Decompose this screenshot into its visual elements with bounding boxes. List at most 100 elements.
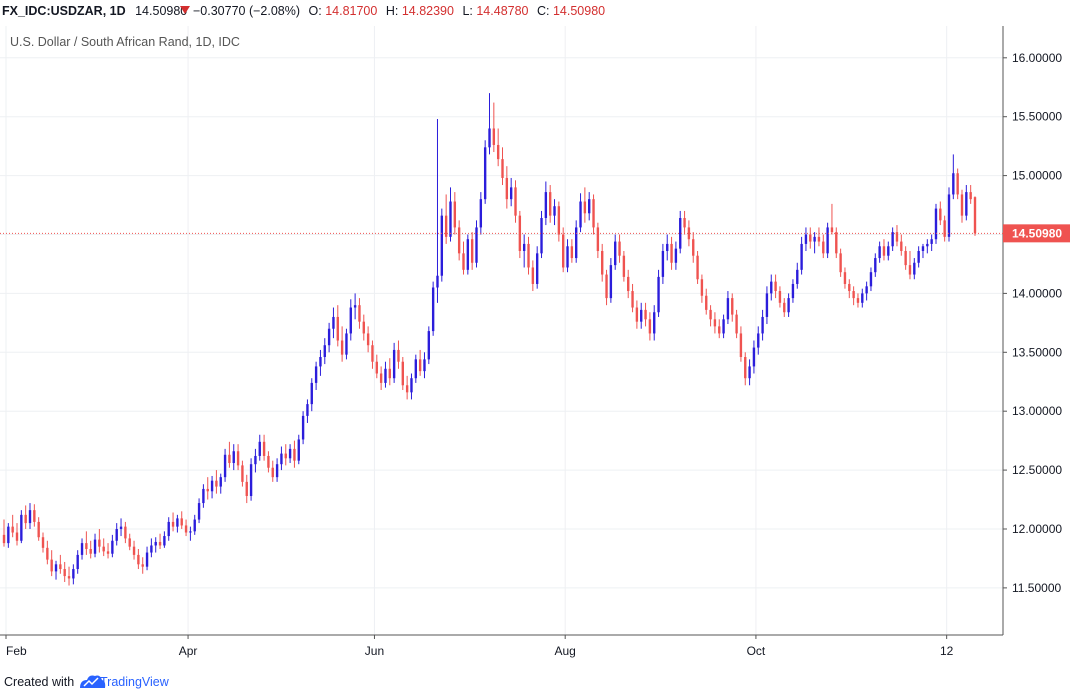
candle-body <box>718 326 721 334</box>
candle-body <box>774 281 777 292</box>
candle-body <box>397 349 400 362</box>
candle-body <box>124 526 127 539</box>
y-tick-label: 14.00000 <box>1012 286 1062 300</box>
candle-body <box>644 309 647 320</box>
candle-body <box>735 314 738 334</box>
candle-body <box>674 248 678 263</box>
candle-body <box>28 510 32 524</box>
candle-body <box>67 576 71 579</box>
candle-body <box>483 147 487 200</box>
candle-body <box>934 208 938 240</box>
y-tick-label: 12.50000 <box>1012 463 1062 477</box>
candle-body <box>705 295 708 310</box>
candle-body <box>366 333 370 346</box>
candle-body <box>479 199 483 228</box>
candle-body <box>59 564 62 570</box>
candle-body <box>965 192 968 216</box>
candle-body <box>800 243 803 270</box>
candle-body <box>50 559 53 572</box>
candle-body <box>33 510 36 522</box>
footer[interactable]: Created with TradingView <box>4 675 170 689</box>
candle-body <box>388 368 391 379</box>
candle-body <box>427 331 431 360</box>
candle-body <box>466 239 470 270</box>
candle-body <box>262 441 266 456</box>
tradingview-brand[interactable]: TradingView <box>100 675 170 689</box>
candle-body <box>757 333 760 348</box>
candle-body <box>956 173 959 195</box>
candle-body <box>969 192 972 200</box>
candle-body <box>171 521 175 527</box>
candle-body <box>492 128 496 145</box>
candle-body <box>856 298 860 303</box>
candle-body <box>826 227 829 254</box>
candle-body <box>791 283 795 299</box>
price-axis[interactable]: 11.50000 12.00000 12.50000 13.00000 13.50000… <box>1003 51 1062 595</box>
time-axis[interactable]: FebAprJunAugOct122019MarMayJul <box>5 635 1075 658</box>
open-value: 14.81700 <box>325 4 377 18</box>
candle-body <box>973 197 977 234</box>
candle-body <box>713 319 717 327</box>
candle-body <box>496 144 500 160</box>
candle-body <box>865 286 868 294</box>
change-value: −0.30770 (−2.08%) <box>193 4 300 18</box>
candle-body <box>631 291 634 308</box>
candle-body <box>596 227 600 251</box>
candle-body <box>163 536 166 546</box>
last-price-label-bg <box>1003 224 1070 243</box>
created-with-text: Created with <box>4 675 74 689</box>
x-tick-label: 12 <box>940 644 954 658</box>
candle-body <box>215 480 218 487</box>
candle-body <box>288 448 292 459</box>
candle-body <box>861 293 864 303</box>
candle-body <box>557 206 561 235</box>
last-price-label-text: 14.50980 <box>1012 226 1062 240</box>
candle-body <box>228 454 231 464</box>
candle-body <box>11 526 14 533</box>
candle-body <box>353 305 357 308</box>
candle-body <box>453 201 457 228</box>
candle-body <box>874 258 877 273</box>
candle-body <box>280 453 283 465</box>
candle-body <box>579 201 582 228</box>
candle-body <box>89 549 92 554</box>
candle-body <box>509 187 513 200</box>
candle-body <box>2 534 6 544</box>
candle-body <box>505 177 509 200</box>
symbol-legend: FX_IDC:USDZAR, 1D 14.50980 <box>2 4 187 18</box>
candle-body <box>284 453 287 459</box>
candle-body <box>154 541 157 546</box>
candle-body <box>223 454 227 478</box>
candle-body <box>410 378 413 393</box>
candle-body <box>731 298 734 315</box>
candle-body <box>575 227 578 259</box>
candle-body <box>843 272 847 284</box>
candle-body <box>301 415 305 440</box>
candle-body <box>852 291 855 299</box>
candle-body <box>531 267 535 284</box>
candle-body <box>544 192 548 219</box>
candle-body <box>666 243 669 251</box>
candle-body <box>202 488 205 504</box>
y-tick-label: 12.00000 <box>1012 522 1062 536</box>
candles <box>2 93 977 586</box>
candle-body <box>661 250 665 277</box>
y-tick-label: 13.00000 <box>1012 404 1062 418</box>
open-label: O: <box>309 4 322 18</box>
candle-body <box>436 275 439 288</box>
candle-body <box>462 253 465 270</box>
candle-body <box>947 194 951 237</box>
high-value: 14.82390 <box>402 4 454 18</box>
high-label: H: <box>386 4 399 18</box>
candle-body <box>102 546 105 552</box>
x-tick-label: Apr <box>179 644 198 658</box>
candle-body <box>943 220 946 237</box>
candle-body <box>132 546 136 555</box>
candle-body <box>379 373 383 383</box>
candle-body <box>431 287 435 332</box>
candle-body <box>275 464 279 478</box>
candle-body <box>236 451 240 466</box>
candle-body <box>709 309 712 320</box>
candle-body <box>63 569 66 577</box>
